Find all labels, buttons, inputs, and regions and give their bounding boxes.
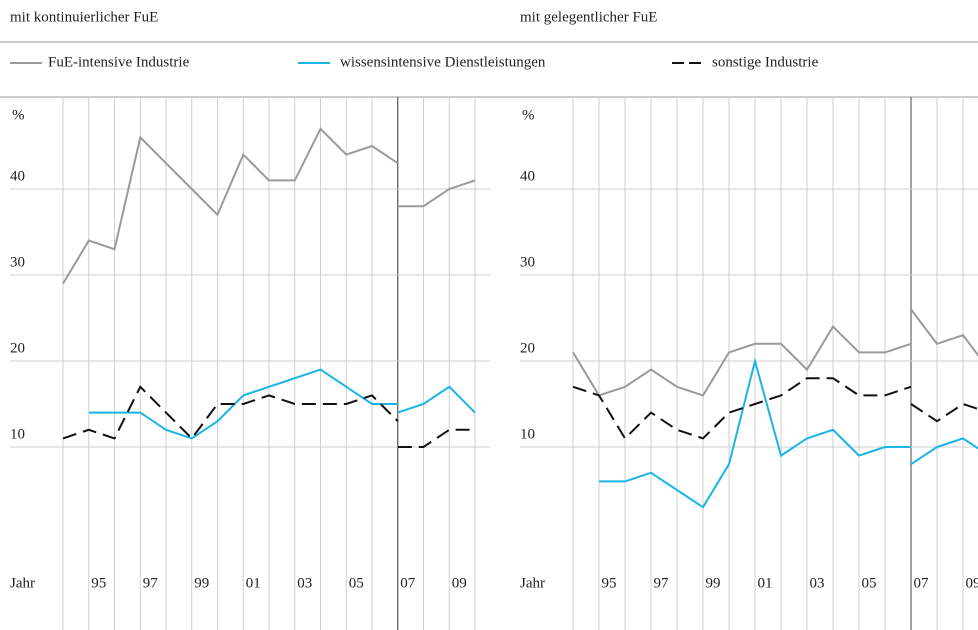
x-tick-label: 97 [654,575,670,591]
y-unit: % [522,107,535,123]
legend-label: FuE-intensive Industrie [48,54,190,70]
series-line [88,368,476,440]
y-tick-label: 10 [10,426,25,442]
series-line [62,127,476,285]
legend-label: wissensintensive Dienstleistungen [340,54,546,70]
x-tick-label: 09 [966,575,978,591]
x-tick-label: 95 [602,575,617,591]
series-line [62,385,475,448]
series-line [572,308,978,397]
x-tick-label: 01 [758,575,773,591]
y-tick-label: 30 [520,254,535,270]
legend-label: sonstige Industrie [712,54,819,70]
x-tick-label: 07 [914,575,930,591]
series-line [572,377,978,441]
x-tick-label: 95 [91,575,106,591]
y-tick-label: 20 [520,340,535,356]
x-tick-label: 07 [400,575,416,591]
x-tick-label: 05 [349,575,364,591]
y-tick-label: 20 [10,340,25,356]
y-tick-label: 30 [10,254,25,270]
x-tick-label: 99 [194,575,209,591]
y-tick-label: 10 [520,426,535,442]
y-tick-label: 40 [520,168,535,184]
x-tick-label: 05 [862,575,877,591]
x-axis-label: Jahr [520,575,545,591]
x-tick-label: 03 [810,575,825,591]
x-tick-label: 09 [452,575,467,591]
x-tick-label: 97 [143,575,159,591]
y-tick-label: 40 [10,168,25,184]
y-unit: % [12,107,25,123]
panel-title: mit gelegentlicher FuE [520,9,657,25]
series-line [599,357,978,509]
x-tick-label: 01 [246,575,261,591]
x-axis-label: Jahr [10,575,35,591]
x-tick-label: 99 [706,575,721,591]
panel-title: mit kontinuierlicher FuE [10,9,158,25]
x-tick-label: 03 [297,575,312,591]
